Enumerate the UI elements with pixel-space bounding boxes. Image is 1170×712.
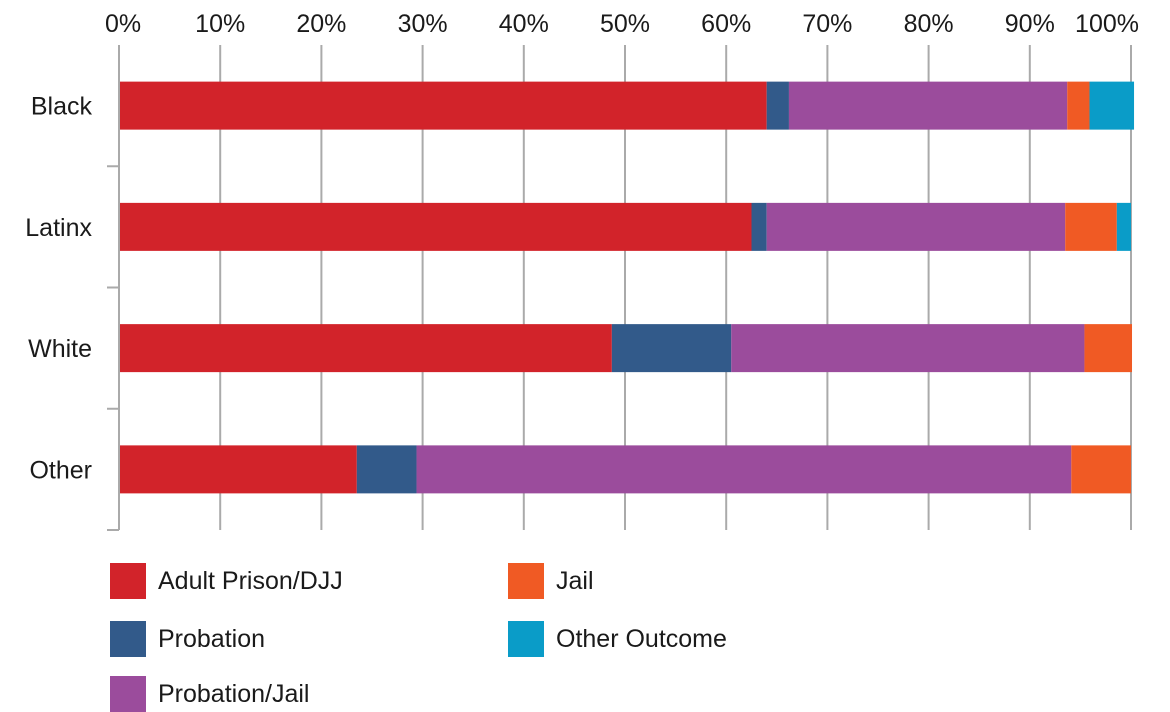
- legend-item-probation-jail: Probation/Jail: [110, 676, 309, 712]
- legend-swatch: [110, 563, 146, 599]
- category-label: Latinx: [25, 214, 92, 242]
- x-tick-label: 60%: [701, 10, 751, 38]
- legend-swatch: [110, 676, 146, 712]
- x-tick-label: 80%: [904, 10, 954, 38]
- x-tick-label: 0%: [105, 10, 141, 38]
- bar-segment: [1067, 81, 1090, 130]
- legend-item-probation: Probation: [110, 621, 265, 657]
- x-tick-label: 40%: [499, 10, 549, 38]
- bar-segment: [1089, 81, 1135, 130]
- category-label: Black: [31, 93, 93, 121]
- legend-swatch: [110, 621, 146, 657]
- legend-swatch: [508, 563, 544, 599]
- bar-segment: [119, 445, 357, 494]
- x-axis-ticks: 0% 10% 20% 30% 40% 50% 60% 70% 80% 90% 100%: [105, 10, 1139, 38]
- bars: [119, 81, 1135, 494]
- y-axis: [107, 45, 120, 531]
- category-label: White: [28, 335, 92, 363]
- legend-label: Probation: [158, 624, 266, 653]
- legend-label: Probation/Jail: [158, 679, 310, 708]
- bar-segment: [1084, 324, 1133, 373]
- category-label: Other: [29, 456, 92, 484]
- legend-label: Other Outcome: [556, 624, 727, 653]
- bar-segment: [1116, 202, 1131, 251]
- bar-segment: [731, 324, 1085, 373]
- x-tick-label: 70%: [802, 10, 852, 38]
- bar-segment: [766, 81, 789, 130]
- legend-swatch: [508, 621, 544, 657]
- bar-segment: [788, 81, 1068, 130]
- bar-segment: [119, 202, 752, 251]
- bar-segment: [611, 324, 732, 373]
- bar-segment: [751, 202, 767, 251]
- x-tick-label: 30%: [398, 10, 448, 38]
- legend: Adult Prison/DJJ Probation Probation/Jai…: [110, 563, 830, 712]
- bar-segment: [119, 81, 767, 130]
- legend-label: Adult Prison/DJJ: [158, 566, 343, 595]
- legend-item-jail: Jail: [508, 563, 594, 599]
- stacked-bar-chart: 0% 10% 20% 30% 40% 50% 60% 70% 80% 90% 100% Black L…: [25, 10, 1139, 531]
- x-tick-label: 90%: [1005, 10, 1055, 38]
- legend-item-other-outcome: Other Outcome: [508, 621, 727, 657]
- bar-segment: [1065, 202, 1117, 251]
- bar-segment: [1071, 445, 1131, 494]
- bar-segment: [119, 324, 612, 373]
- legend-label: Jail: [556, 566, 594, 595]
- x-tick-label: 50%: [600, 10, 650, 38]
- bar-segment: [766, 202, 1066, 251]
- legend-item-adult-prison: Adult Prison/DJJ: [110, 563, 343, 599]
- bar-segment: [416, 445, 1072, 494]
- x-tick-label: 10%: [195, 10, 245, 38]
- x-tick-label: 20%: [296, 10, 346, 38]
- x-tick-label: 100%: [1075, 10, 1139, 38]
- category-labels: Black Latinx White Other: [25, 93, 92, 485]
- bar-segment: [356, 445, 417, 494]
